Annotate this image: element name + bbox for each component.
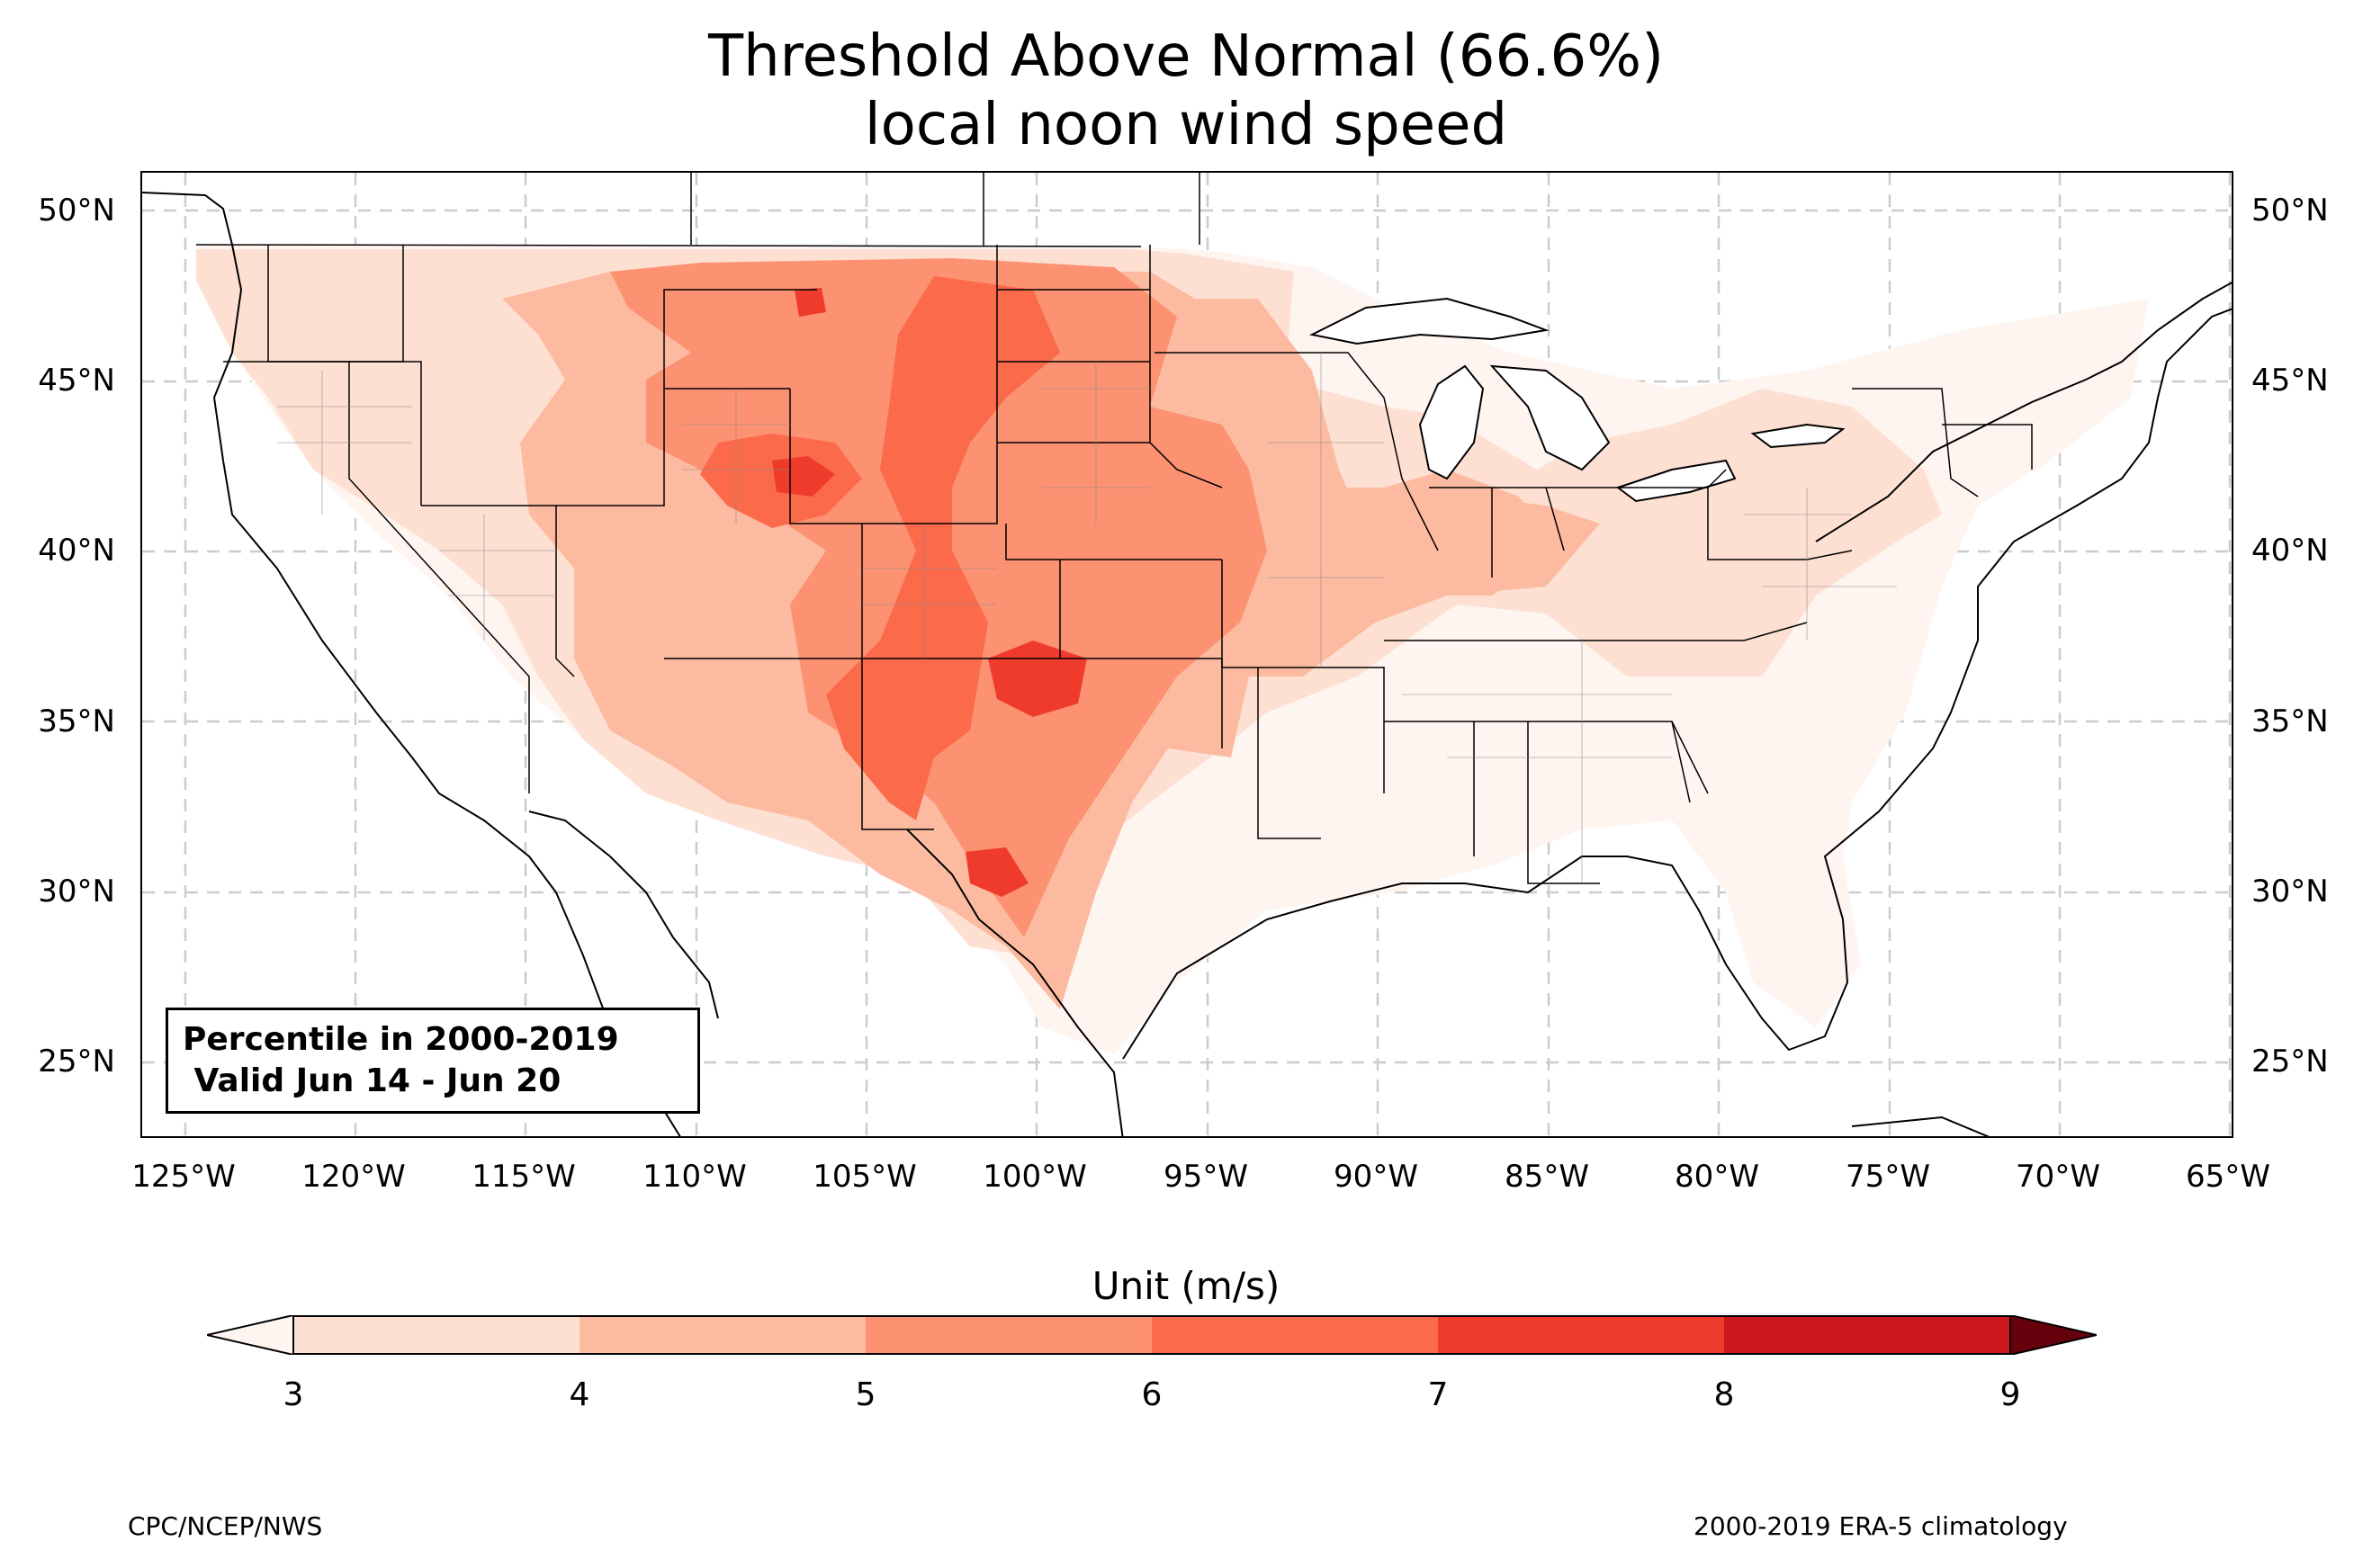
colorbar-under-arrow: [207, 1315, 294, 1355]
wind-speed-contours: [196, 245, 2149, 1054]
map-title-line2: local noon wind speed: [864, 92, 1508, 158]
colorbar-bin: [293, 1315, 580, 1355]
lon-tick: 100°W: [983, 1159, 1087, 1195]
colorbar-bin: [1724, 1315, 2010, 1355]
lon-tick: 90°W: [1334, 1159, 1418, 1195]
lon-tick: 105°W: [813, 1159, 917, 1195]
colorbar-bin: [866, 1315, 1152, 1355]
info-box-line1: Percentile in 2000-2019: [183, 1021, 619, 1058]
contour-7-8-wyoming: [772, 456, 835, 497]
colorbar-bin: [1152, 1315, 1438, 1355]
colorbar-tick: 9: [1999, 1376, 2021, 1413]
info-box-line2: Valid Jun 14 - Jun 20: [183, 1062, 562, 1099]
lat-tick-left: 25°N: [38, 1044, 115, 1080]
footer-source: CPC/NCEP/NWS: [128, 1511, 323, 1541]
lon-tick: 115°W: [472, 1159, 576, 1195]
lat-tick-right: 30°N: [2251, 874, 2329, 909]
lat-tick-left: 50°N: [38, 193, 115, 228]
colorbar-tick: 5: [855, 1376, 876, 1413]
lat-tick-right: 50°N: [2251, 193, 2329, 228]
contour-7-8-montana: [795, 288, 826, 317]
colorbar-tick: 3: [283, 1376, 304, 1413]
lat-tick-left: 35°N: [38, 703, 115, 739]
colorbar: [207, 1315, 2097, 1355]
great-lakes: [1308, 297, 1846, 503]
county-borders: [277, 353, 1897, 883]
footer-climatology: 2000-2019 ERA-5 climatology: [1694, 1511, 2068, 1541]
lon-tick: 85°W: [1505, 1159, 1589, 1195]
lat-tick-left: 45°N: [38, 363, 115, 399]
lon-tick: 110°W: [642, 1159, 747, 1195]
contour-7-8-oklahoma: [988, 641, 1087, 717]
lon-tick: 65°W: [2186, 1159, 2270, 1195]
colorbar-bin: [580, 1315, 866, 1355]
state-borders: [195, 173, 2033, 884]
colorbar-tick: 4: [569, 1376, 590, 1413]
lon-tick: 125°W: [131, 1159, 236, 1195]
coastlines: [142, 192, 2232, 1136]
lon-tick: 80°W: [1675, 1159, 1759, 1195]
contour-6-7: [826, 276, 1060, 820]
lon-tick: 75°W: [1846, 1159, 1930, 1195]
map-title-line1: Threshold Above Normal (66.6%): [707, 23, 1665, 90]
lat-tick-left: 30°N: [38, 874, 115, 909]
lon-tick: 120°W: [301, 1159, 406, 1195]
lat-tick-left: 40°N: [38, 533, 115, 569]
lat-tick-right: 45°N: [2251, 363, 2329, 399]
lon-tick: 70°W: [2016, 1159, 2100, 1195]
colorbar-tick: 8: [1713, 1376, 1735, 1413]
colorbar-tick: 6: [1141, 1376, 1163, 1413]
colorbar-bin: [1438, 1315, 1724, 1355]
lat-tick-right: 25°N: [2251, 1044, 2329, 1080]
map-frame: Percentile in 2000-2019 Valid Jun 14 - J…: [140, 171, 2233, 1138]
contour-5-6-midwest: [1267, 470, 1564, 596]
colorbar-tick: 7: [1427, 1376, 1449, 1413]
lon-tick: 95°W: [1164, 1159, 1248, 1195]
colorbar-title: Unit (m/s): [1092, 1264, 1280, 1308]
map-svg: [142, 173, 2232, 1136]
info-box: Percentile in 2000-2019 Valid Jun 14 - J…: [166, 1008, 700, 1114]
contour-7-8-texas: [966, 847, 1029, 897]
lat-tick-right: 35°N: [2251, 703, 2329, 739]
lat-tick-right: 40°N: [2251, 533, 2329, 569]
colorbar-over-arrow: [2009, 1315, 2097, 1355]
